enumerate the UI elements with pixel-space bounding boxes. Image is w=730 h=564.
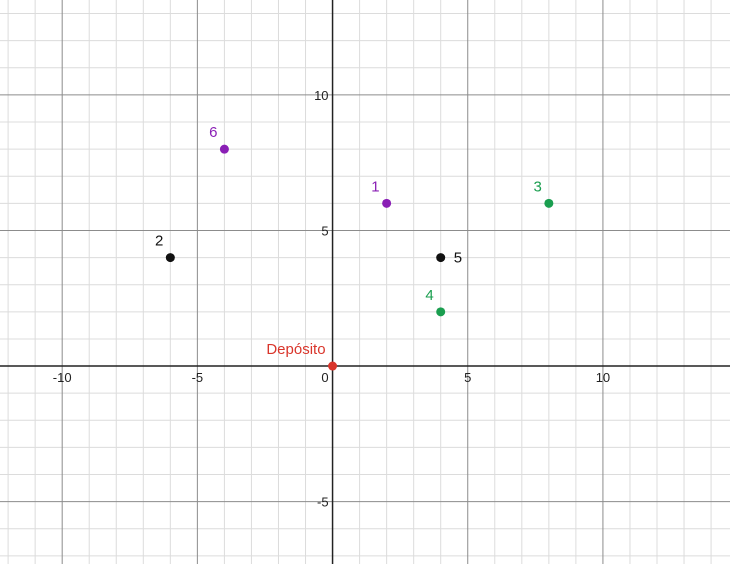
point-label: 4 bbox=[425, 287, 433, 304]
data-points: Depósito 1 2 3 4 5 6 bbox=[155, 124, 554, 371]
data-point[interactable] bbox=[436, 307, 446, 317]
x-tick-label: 0 bbox=[321, 370, 328, 385]
data-point[interactable] bbox=[328, 361, 338, 371]
point-label: 1 bbox=[371, 178, 379, 195]
data-point[interactable] bbox=[165, 253, 175, 263]
y-tick-label: 5 bbox=[321, 223, 328, 238]
x-tick-label: 5 bbox=[464, 370, 471, 385]
point-label: 5 bbox=[454, 250, 462, 267]
x-tick-label: -10 bbox=[53, 370, 72, 385]
data-point[interactable] bbox=[544, 198, 554, 208]
point-label: Depósito bbox=[266, 341, 325, 358]
data-point[interactable] bbox=[219, 144, 229, 154]
y-tick-label: -5 bbox=[317, 495, 329, 510]
y-tick-label: 10 bbox=[314, 88, 328, 103]
data-point[interactable] bbox=[436, 253, 446, 263]
point-label: 2 bbox=[155, 233, 163, 250]
data-point[interactable] bbox=[382, 198, 392, 208]
tick-labels: -10 -5 0 5 10 -5 5 10 bbox=[53, 88, 610, 510]
x-tick-label: -5 bbox=[192, 370, 204, 385]
point-label: 6 bbox=[209, 124, 217, 141]
x-tick-label: 10 bbox=[596, 370, 610, 385]
point-label: 3 bbox=[534, 178, 542, 195]
